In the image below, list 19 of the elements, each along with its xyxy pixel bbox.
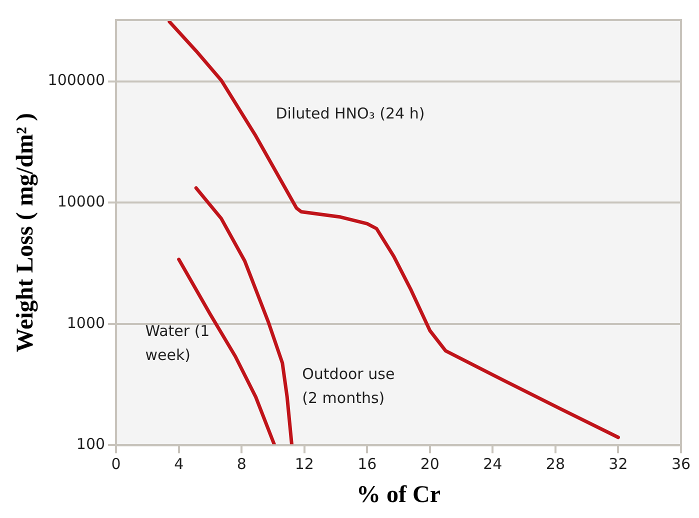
series-label: Diluted HNO₃ (24 h) — [276, 104, 425, 123]
x-tick-label: 12 — [294, 455, 314, 474]
x-tick-label: 16 — [358, 455, 377, 474]
x-tick-label: 0 — [111, 455, 121, 474]
y-tick-label: 100000 — [48, 71, 106, 90]
x-axis-title: % of Cr — [356, 482, 441, 508]
x-tick-label: 8 — [236, 455, 246, 474]
y-tick-label: 100 — [76, 435, 106, 454]
x-tick-label: 36 — [671, 455, 691, 474]
x-tick-label: 32 — [608, 455, 628, 474]
x-tick-label: 4 — [174, 455, 184, 474]
series-label: Water (1 week) — [145, 322, 210, 364]
x-tick-label: 20 — [420, 455, 440, 474]
series-label: Outdoor use (2 months) — [302, 364, 395, 407]
y-tick-label: 1000 — [66, 314, 106, 332]
y-axis-title: Weight Loss ( mg/dm² ) — [12, 113, 39, 352]
y-tick-label: 10000 — [57, 192, 106, 210]
x-tick-label: 24 — [483, 455, 502, 474]
x-tick-label: 28 — [546, 455, 566, 474]
